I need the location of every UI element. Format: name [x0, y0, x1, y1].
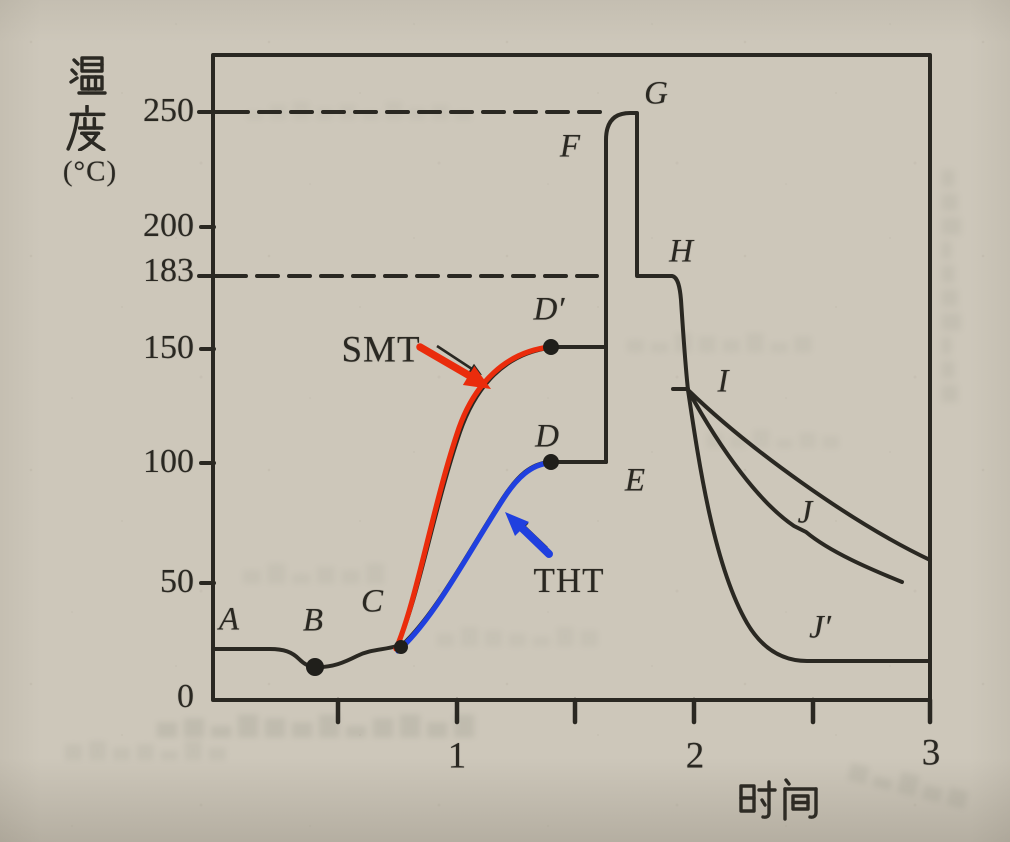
point-c-dot	[394, 640, 408, 654]
cooling-fast-curve	[686, 388, 932, 663]
y-tick-200: 200	[143, 207, 194, 244]
y-tick-250: 250	[143, 92, 194, 129]
x-tick-1: 1	[447, 735, 467, 777]
point-label-e: E	[624, 462, 646, 499]
x-tick-3: 3	[921, 732, 941, 774]
smt-arrow	[416, 343, 491, 389]
cooling-slow-curve	[686, 388, 932, 562]
ramp-under-smt	[395, 346, 551, 648]
point-label-i: I	[717, 363, 729, 400]
glyph-wen	[69, 56, 107, 95]
y-axis-unit: (°C)	[62, 155, 118, 188]
tht-label: THT	[533, 561, 605, 600]
point-label-c: C	[360, 583, 384, 620]
glyph-jian	[783, 778, 818, 821]
point-label-d: D	[535, 418, 559, 455]
point-b-dot	[306, 658, 324, 676]
y-tick-50: 50	[160, 563, 194, 600]
preheat-curve	[211, 644, 399, 670]
point-label-jprime: J′	[809, 609, 831, 646]
point-label-h: H	[669, 233, 693, 270]
point-label-j: J	[797, 494, 813, 531]
y-tick-100: 100	[143, 443, 194, 480]
tht-arrow	[505, 512, 553, 558]
x-axis-title: 时间	[735, 777, 821, 826]
point-d-dot	[543, 454, 559, 470]
glyph-shi	[739, 780, 777, 819]
y-axis-title: 温度	[66, 55, 108, 151]
tht-curve	[395, 460, 553, 654]
point-label-a: A	[218, 601, 240, 638]
reflow-spike	[604, 111, 690, 464]
point-label-b: B	[302, 602, 324, 639]
point-label-dprime: D′	[533, 291, 565, 328]
smt-label: SMT	[341, 329, 421, 371]
x-axis-ticks	[335, 697, 933, 725]
x-tick-2: 2	[685, 735, 705, 777]
y-tick-183: 183	[143, 252, 194, 289]
glyph-du	[66, 105, 106, 151]
cooling-mid-curve	[686, 388, 904, 584]
y-tick-0: 0	[177, 678, 194, 715]
point-label-g: G	[644, 75, 668, 112]
y-tick-150: 150	[143, 329, 194, 366]
smt-curve	[393, 344, 553, 652]
point-dprime-dot	[543, 339, 559, 355]
y-axis-ticks	[197, 110, 229, 585]
point-label-f: F	[559, 128, 581, 165]
